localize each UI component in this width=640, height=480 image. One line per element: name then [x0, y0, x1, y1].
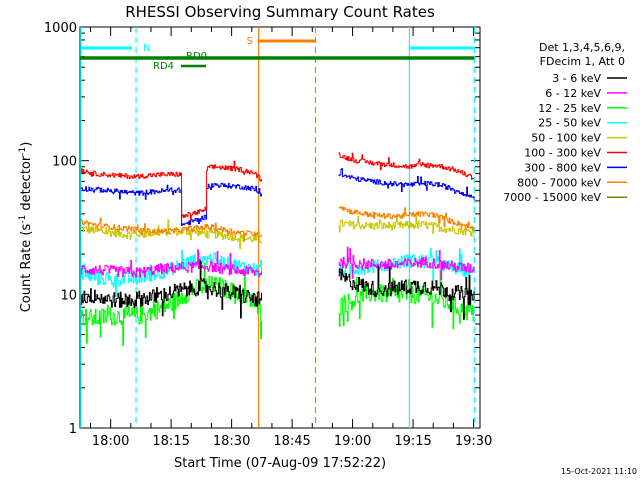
rd0-label: RD0	[186, 51, 207, 62]
y-tick-label: 10	[60, 288, 77, 303]
series-line-1-seg1	[338, 246, 475, 281]
x-axis-label: Start Time (07-Aug-09 17:52:22)	[174, 456, 386, 471]
night-bar-label: N	[143, 43, 150, 54]
rd4-label: RD4	[153, 61, 174, 72]
legend-label: 3 - 6 keV	[552, 72, 601, 85]
x-tick-label: 18:15	[152, 434, 189, 449]
legend-label: 300 - 800 keV	[524, 161, 601, 174]
x-tick-label: 19:00	[334, 434, 371, 449]
series-line-6-seg1	[338, 168, 475, 200]
y-axis-label: Count Rate (s-1 detector-1)	[18, 142, 34, 313]
series-line-1-seg0	[80, 249, 262, 278]
legend-label: 25 - 50 keV	[538, 117, 601, 130]
x-tick-label: 19:30	[455, 434, 492, 449]
legend-label: 50 - 100 keV	[531, 132, 601, 145]
legend-label: 6 - 12 keV	[545, 87, 601, 100]
legend-label: 12 - 25 keV	[538, 102, 601, 115]
legend-header-2: FDecim 1, Att 0	[540, 55, 625, 68]
x-tick-label: 18:30	[213, 434, 250, 449]
x-tick-label: 19:15	[394, 434, 431, 449]
chart-title: RHESSI Observing Summary Count Rates	[125, 3, 435, 21]
series-line-2-seg0	[80, 262, 262, 346]
series-line-4-seg0	[80, 219, 262, 250]
series-line-6-seg0	[80, 182, 262, 226]
y-tick-label: 1000	[44, 21, 77, 36]
series-line-0-seg0	[80, 260, 262, 319]
series-line-4-seg1	[338, 213, 475, 237]
legend-label: 7000 - 15000 keV	[503, 191, 601, 204]
y-tick-label: 1	[69, 422, 77, 437]
plot-frame	[79, 26, 481, 429]
series-line-7-seg1	[338, 206, 475, 231]
timestamp-label: 15-Oct-2021 11:10	[561, 467, 637, 476]
series-line-0-seg1	[338, 266, 475, 320]
series-line-7-seg0	[80, 217, 262, 242]
saa-label: S	[247, 36, 253, 47]
legend-label: 800 - 7000 keV	[517, 176, 601, 189]
x-tick-label: 18:45	[273, 434, 310, 449]
legend-header-1: Det 1,3,4,5,6,9,	[539, 41, 625, 54]
series-line-5-seg0	[80, 160, 262, 221]
legend-label: 100 - 300 keV	[524, 147, 601, 160]
x-tick-label: 18:00	[92, 434, 129, 449]
y-tick-label: 100	[52, 155, 77, 170]
series-line-5-seg1	[338, 152, 474, 180]
